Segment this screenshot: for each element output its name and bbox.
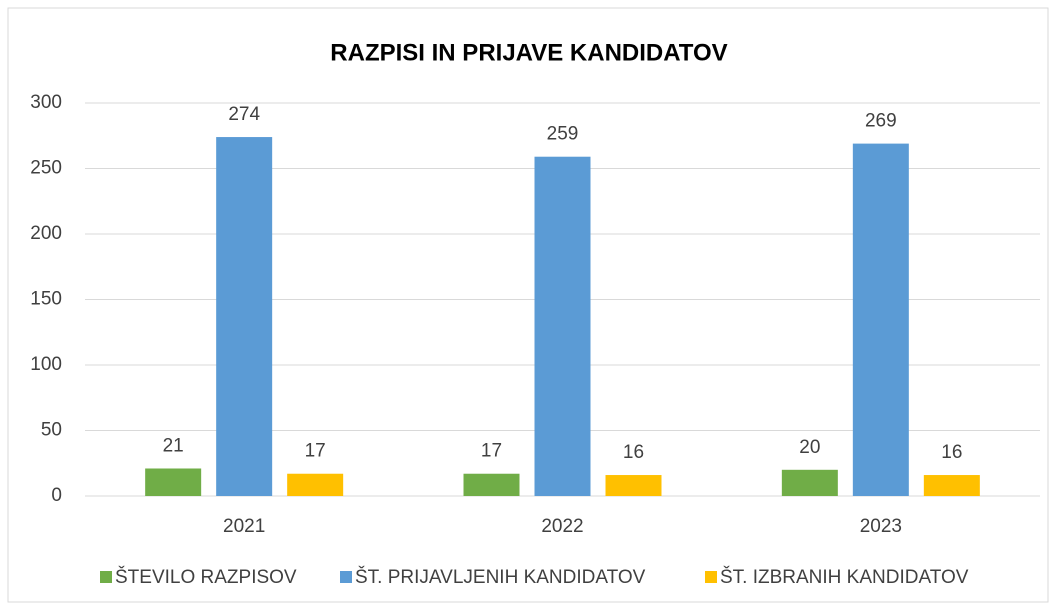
bar (534, 156, 591, 496)
y-tick-label: 300 (30, 92, 62, 113)
y-tick-label: 250 (30, 158, 62, 179)
legend-swatch (100, 571, 112, 583)
bar (852, 143, 909, 497)
value-label: 20 (799, 437, 820, 458)
value-label: 269 (865, 111, 897, 132)
y-tick-label: 150 (30, 289, 62, 310)
legend-swatch (705, 571, 717, 583)
x-tick-label: 2023 (860, 516, 902, 537)
bar (605, 475, 662, 496)
y-tick-label: 100 (30, 354, 62, 375)
bar (463, 473, 520, 496)
legend-label: ŠT. IZBRANIH KANDIDATOV (720, 566, 969, 588)
value-label: 16 (941, 442, 962, 463)
legend-label: ŠT. PRIJAVLJENIH KANDIDATOV (355, 566, 646, 588)
value-label: 17 (481, 441, 502, 462)
y-tick-label: 50 (41, 420, 62, 441)
legend-swatch (340, 571, 352, 583)
bar (923, 475, 980, 496)
bar (287, 473, 344, 496)
value-label: 17 (305, 441, 326, 462)
bar (216, 137, 273, 496)
bar (145, 468, 202, 496)
value-label: 21 (163, 436, 184, 457)
value-label: 16 (623, 442, 644, 463)
y-tick-label: 0 (51, 485, 62, 506)
bar (781, 469, 838, 496)
value-label: 259 (547, 124, 579, 145)
x-tick-label: 2022 (541, 516, 583, 537)
legend-label: ŠTEVILO RAZPISOV (115, 566, 297, 588)
x-tick-label: 2021 (223, 516, 265, 537)
value-label: 274 (228, 104, 260, 125)
chart-title: RAZPISI IN PRIJAVE KANDIDATOV (330, 39, 727, 66)
y-tick-label: 200 (30, 223, 62, 244)
